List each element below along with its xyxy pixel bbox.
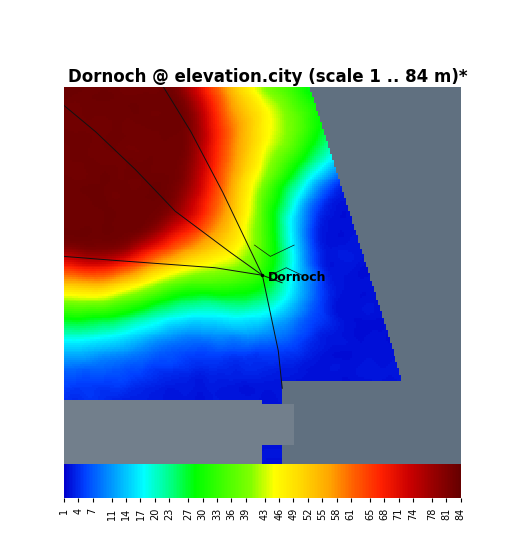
Text: Dornoch @ elevation.city (scale 1 .. 84 m)*: Dornoch @ elevation.city (scale 1 .. 84 …	[68, 68, 467, 86]
Text: Dornoch: Dornoch	[268, 270, 327, 284]
